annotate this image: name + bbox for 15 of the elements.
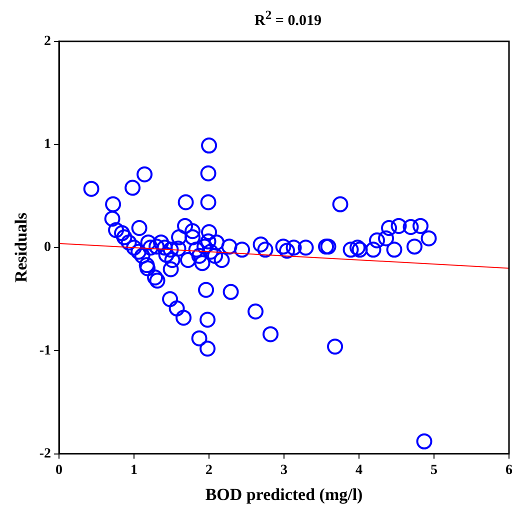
y-axis-title: Residuals: [12, 212, 31, 283]
x-tick-label: 2: [206, 462, 213, 478]
y-tick-label: 2: [44, 34, 52, 50]
y-tick-label: -2: [39, 446, 52, 462]
x-tick-label: 4: [356, 462, 363, 478]
y-tick-label: 0: [44, 240, 52, 256]
x-tick-label: 6: [506, 462, 512, 478]
x-axis-title: BOD predicted (mg/l): [205, 485, 363, 504]
x-tick-label: 3: [280, 462, 288, 478]
y-tick-label: 1: [44, 137, 52, 152]
y-tick-label: -1: [39, 343, 52, 358]
chart-title: R$^{2}$ = 0.019: [254, 8, 322, 30]
x-tick-label: 1: [130, 462, 138, 478]
x-tick-label: 0: [56, 462, 63, 478]
x-tick-label: 5: [430, 462, 438, 478]
